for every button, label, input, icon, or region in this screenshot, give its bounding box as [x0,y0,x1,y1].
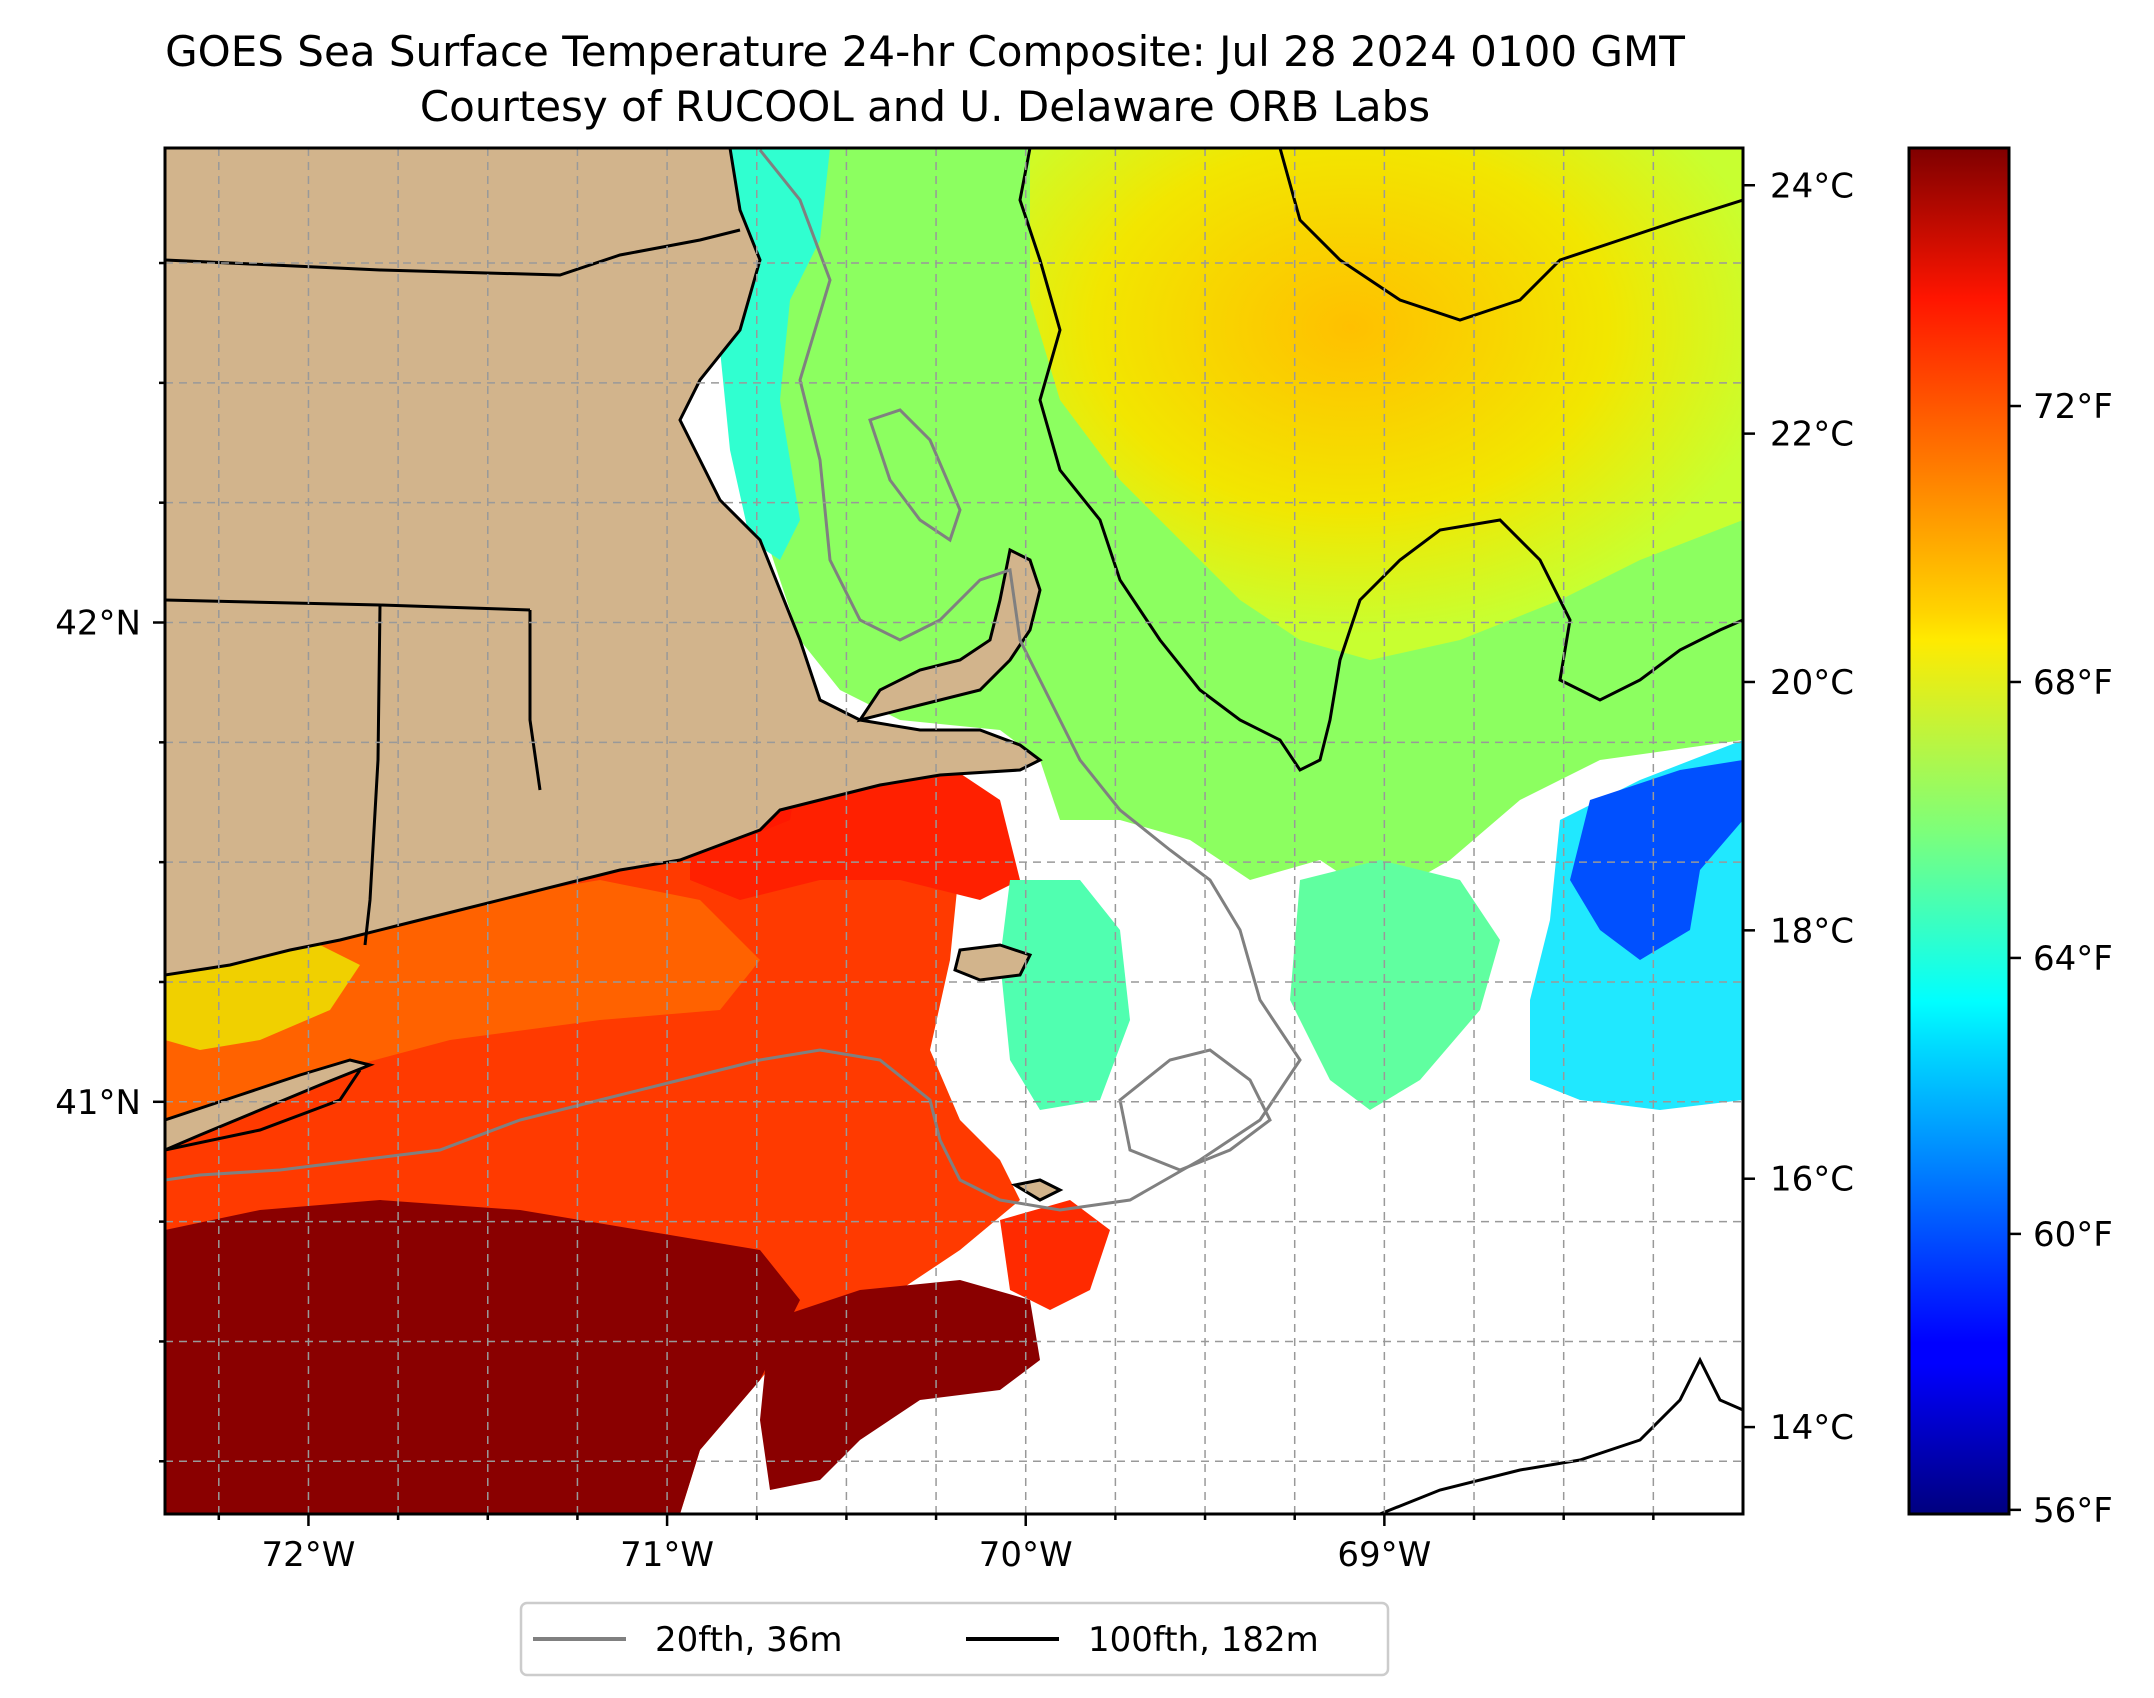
sst-yellow-center [1030,148,1743,660]
contour-20fth-georges [1118,1048,1272,1172]
state-border-ct-ri [363,604,382,946]
fahrenheit-tick-label: 64°F [2033,939,2113,979]
state-border-ma-nh [165,228,741,277]
celsius-tick-label: 22°C [1770,415,1854,455]
contour-100fth-south [1379,1356,1743,1514]
sst-red-patch-south [1000,1200,1110,1310]
fahrenheit-tick-label: 72°F [2033,387,2113,427]
land-long-island [165,1058,375,1152]
lon-tick-label: 70°W [979,1535,1073,1575]
legend-label-20fth: 20fth, 36m [655,1620,843,1660]
lon-tick-label: 71°W [620,1535,714,1575]
contour-100fth-sw [165,1069,362,1152]
sst-yellow-coastal [165,945,360,1050]
lon-tick-label: 69°W [1337,1535,1431,1575]
contour-100fth [1018,148,1743,772]
celsius-tick-label: 24°C [1770,166,1854,206]
colorbar-celsius-ticks: 24°C 22°C 20°C 18°C 16°C 14°C [1743,166,1854,1448]
state-border-ri-ma [528,610,542,791]
fahrenheit-tick-label: 56°F [2033,1491,2113,1531]
contour-100fth-ne [1278,148,1743,322]
land-mainland [165,148,1043,977]
lat-tick-label: 41°N [55,1083,141,1123]
celsius-tick-label: 18°C [1770,911,1854,951]
fahrenheit-tick-label: 68°F [2033,663,2113,703]
legend: 20fth, 36m 100fth, 182m [519,1601,1390,1677]
contour-20fth-stellwagen [868,408,962,543]
sst-darkred-south [760,1280,1040,1490]
fahrenheit-tick-label: 60°F [2033,1215,2113,1255]
colorbar-fahrenheit-ticks: 72°F 68°F 64°F 60°F 56°F [2009,387,2113,1531]
map-area [165,148,1743,1514]
land-marthas-vineyard [953,943,1033,982]
contour-20fth [165,149,1302,1212]
sst-darkred-offshore [165,1200,800,1514]
sst-blue-east [1570,760,1743,960]
legend-label-100fth: 100fth, 182m [1088,1620,1319,1660]
longitude-axis: 72°W 71°W 70°W 69°W [217,1514,1655,1575]
lat-tick-label: 42°N [55,604,141,644]
sst-green-banks [1290,860,1500,1110]
colorbar-gradient [1907,146,2011,1516]
celsius-tick-label: 16°C [1770,1160,1854,1200]
celsius-tick-label: 14°C [1770,1408,1854,1448]
sst-green-islands-east [1000,880,1130,1110]
map-title-line2: Courtesy of RUCOOL and U. Delaware ORB L… [420,82,1430,131]
map-title-line1: GOES Sea Surface Temperature 24-hr Compo… [165,27,1685,76]
latitude-axis: 42°N 41°N [55,261,165,1463]
graticule [165,148,1743,1514]
land-cape-cod [856,547,1042,723]
celsius-tick-label: 20°C [1770,663,1854,703]
legend-box [519,1601,1390,1677]
map-frame [163,146,1745,1516]
lon-tick-label: 72°W [262,1535,356,1575]
colorbar: 24°C 22°C 20°C 18°C 16°C 14°C 72°F 68°F 64°F 60°… [1743,146,2113,1531]
